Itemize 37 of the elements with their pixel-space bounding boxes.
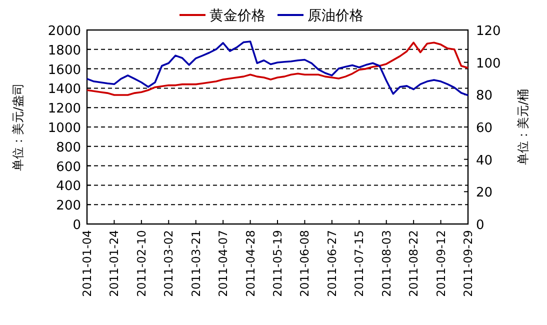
- y2-tick-label: 120: [476, 24, 501, 39]
- x-tick-label: 2011-01-04: [80, 230, 94, 297]
- x-tick-label: 2011-02-10: [134, 230, 148, 297]
- y-tick-label: 1800: [48, 43, 81, 58]
- y2-tick-label: 40: [476, 153, 493, 168]
- x-tick-label: 2011-04-07: [216, 230, 230, 297]
- x-tick-label: 2011-08-22: [406, 230, 421, 297]
- legend-label: 黄金价格: [210, 8, 266, 24]
- y2-axis-title: 单位：美元/桶: [516, 88, 530, 166]
- x-tick-label: 2011-07-15: [352, 230, 366, 297]
- y-tick-label: 0: [72, 218, 81, 233]
- x-tick-label: 2011-06-27: [324, 230, 339, 297]
- x-tick-label: 2011-09-29: [461, 230, 475, 297]
- y-tick-label: 800: [56, 140, 81, 156]
- y2-tick-label: 60: [476, 121, 493, 136]
- legend-label: 原油价格: [308, 8, 364, 24]
- y-axis-title: 单位：美元/盎司: [11, 82, 25, 172]
- y-tick-label: 400: [56, 179, 81, 194]
- y-tick-label: 200: [56, 198, 81, 214]
- y2-tick-label: 80: [476, 88, 493, 104]
- y2-tick-label: 20: [476, 186, 493, 201]
- y-tick-label: 1000: [48, 121, 81, 136]
- y-tick-label: 1400: [48, 82, 81, 98]
- y-tick-label: 1200: [48, 102, 81, 117]
- x-tick-label: 2011-03-21: [188, 230, 203, 297]
- y2-tick-label: 100: [476, 56, 501, 72]
- x-tick-label: 2011-06-08: [298, 230, 312, 297]
- x-tick-label: 2011-08-03: [379, 230, 394, 297]
- y-tick-label: 1600: [48, 62, 81, 78]
- x-tick-label: 2011-03-02: [162, 230, 176, 297]
- x-tick-label: 2011-01-24: [107, 230, 122, 297]
- y2-tick-label: 0: [476, 218, 484, 233]
- y-tick-label: 2000: [48, 24, 81, 39]
- x-tick-label: 2011-04-28: [243, 230, 258, 297]
- x-tick-label: 2011-09-12: [434, 230, 448, 297]
- x-tick-label: 2011-05-19: [270, 230, 284, 297]
- y-tick-label: 600: [56, 160, 81, 175]
